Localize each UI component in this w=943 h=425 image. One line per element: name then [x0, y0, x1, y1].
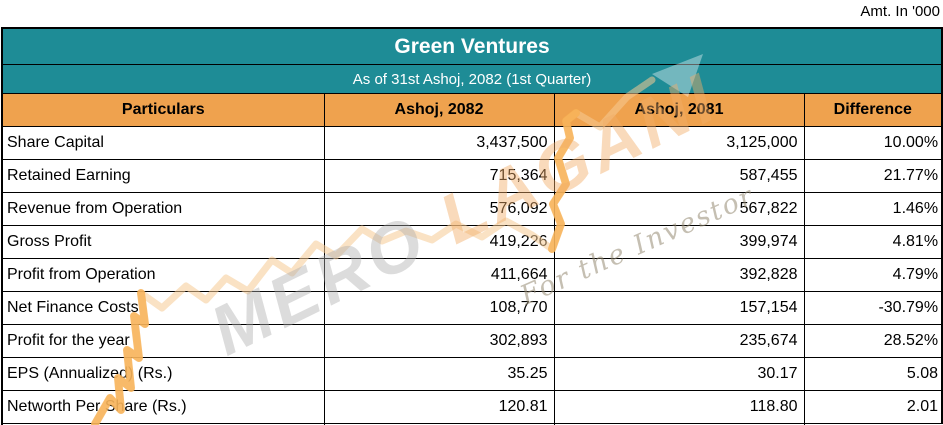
- row-label: Networth Per Share (Rs.): [1, 390, 325, 424]
- row-label: Revenue from Operation: [1, 192, 325, 226]
- table-row: Gross Profit 419,226 399,974 4.81%: [1, 225, 943, 259]
- amount-unit-note: Amt. In '000: [860, 3, 940, 20]
- row-label: Gross Profit: [1, 225, 325, 259]
- table-row: Revenue from Operation 576,092 567,822 1…: [1, 192, 943, 226]
- period-subtitle: As of 31st Ashoj, 2082 (1st Quarter): [0, 64, 943, 94]
- difference-value: -30.79%: [803, 291, 943, 325]
- difference-value: 5.08: [803, 357, 943, 391]
- row-label: Profit from Operation: [1, 258, 325, 292]
- column-header-row: Particulars Ashoj, 2082 Ashoj, 2081 Diff…: [1, 93, 943, 127]
- difference-value: 21.77%: [803, 159, 943, 193]
- row-label: Net Finance Costs: [1, 291, 325, 325]
- value-ashoj-2082: 576,092: [323, 192, 555, 226]
- difference-value: 4.81%: [803, 225, 943, 259]
- table-row: Retained Earning 715,364 587,455 21.77%: [1, 159, 943, 193]
- difference-value: 1.46%: [803, 192, 943, 226]
- row-label: Share Capital: [1, 126, 325, 160]
- value-ashoj-2082: 419,226: [323, 225, 555, 259]
- value-ashoj-2081: 235,674: [553, 324, 805, 358]
- difference-value: 28.52%: [803, 324, 943, 358]
- table-row: Profit for the year 302,893 235,674 28.5…: [1, 324, 943, 358]
- company-title: Green Ventures: [0, 27, 943, 65]
- difference-value: 2.01: [803, 390, 943, 424]
- value-ashoj-2082: 715,364: [323, 159, 555, 193]
- value-ashoj-2081: 157,154: [553, 291, 805, 325]
- column-header-difference: Difference: [803, 93, 943, 127]
- value-ashoj-2082: 35.25: [323, 357, 555, 391]
- value-ashoj-2082: 108,770: [323, 291, 555, 325]
- table-row: EPS (Annualized) (Rs.) 35.25 30.17 5.08: [1, 357, 943, 391]
- value-ashoj-2082: 411,664: [323, 258, 555, 292]
- table-title-row: Green Ventures: [0, 27, 943, 65]
- table-row: Networth Per Share (Rs.) 120.81 118.80 2…: [1, 390, 943, 424]
- value-ashoj-2081: 567,822: [553, 192, 805, 226]
- column-header-ashoj-2081: Ashoj, 2081: [553, 93, 805, 127]
- financials-table: Green Ventures As of 31st Ashoj, 2082 (1…: [0, 27, 943, 425]
- table-subtitle-row: As of 31st Ashoj, 2082 (1st Quarter): [0, 64, 943, 94]
- row-label: Retained Earning: [1, 159, 325, 193]
- row-label: EPS (Annualized) (Rs.): [1, 357, 325, 391]
- table-row: Share Capital 3,437,500 3,125,000 10.00%: [1, 126, 943, 160]
- value-ashoj-2082: 3,437,500: [323, 126, 555, 160]
- value-ashoj-2081: 30.17: [553, 357, 805, 391]
- difference-value: 10.00%: [803, 126, 943, 160]
- table-row: Net Finance Costs 108,770 157,154 -30.79…: [1, 291, 943, 325]
- value-ashoj-2081: 118.80: [553, 390, 805, 424]
- column-header-particulars: Particulars: [1, 93, 325, 127]
- difference-value: [803, 423, 943, 425]
- value-ashoj-2081: 587,455: [553, 159, 805, 193]
- value-ashoj-2081: 392,828: [553, 258, 805, 292]
- difference-value: 4.79%: [803, 258, 943, 292]
- table-row: Profit from Operation 411,664 392,828 4.…: [1, 258, 943, 292]
- value-ashoj-2081: 399,974: [553, 225, 805, 259]
- row-label: Profit for the year: [1, 324, 325, 358]
- column-header-ashoj-2082: Ashoj, 2082: [323, 93, 555, 127]
- value-ashoj-2082: 302,893: [323, 324, 555, 358]
- value-ashoj-2082: 120.81: [323, 390, 555, 424]
- value-ashoj-2081: 3,125,000: [553, 126, 805, 160]
